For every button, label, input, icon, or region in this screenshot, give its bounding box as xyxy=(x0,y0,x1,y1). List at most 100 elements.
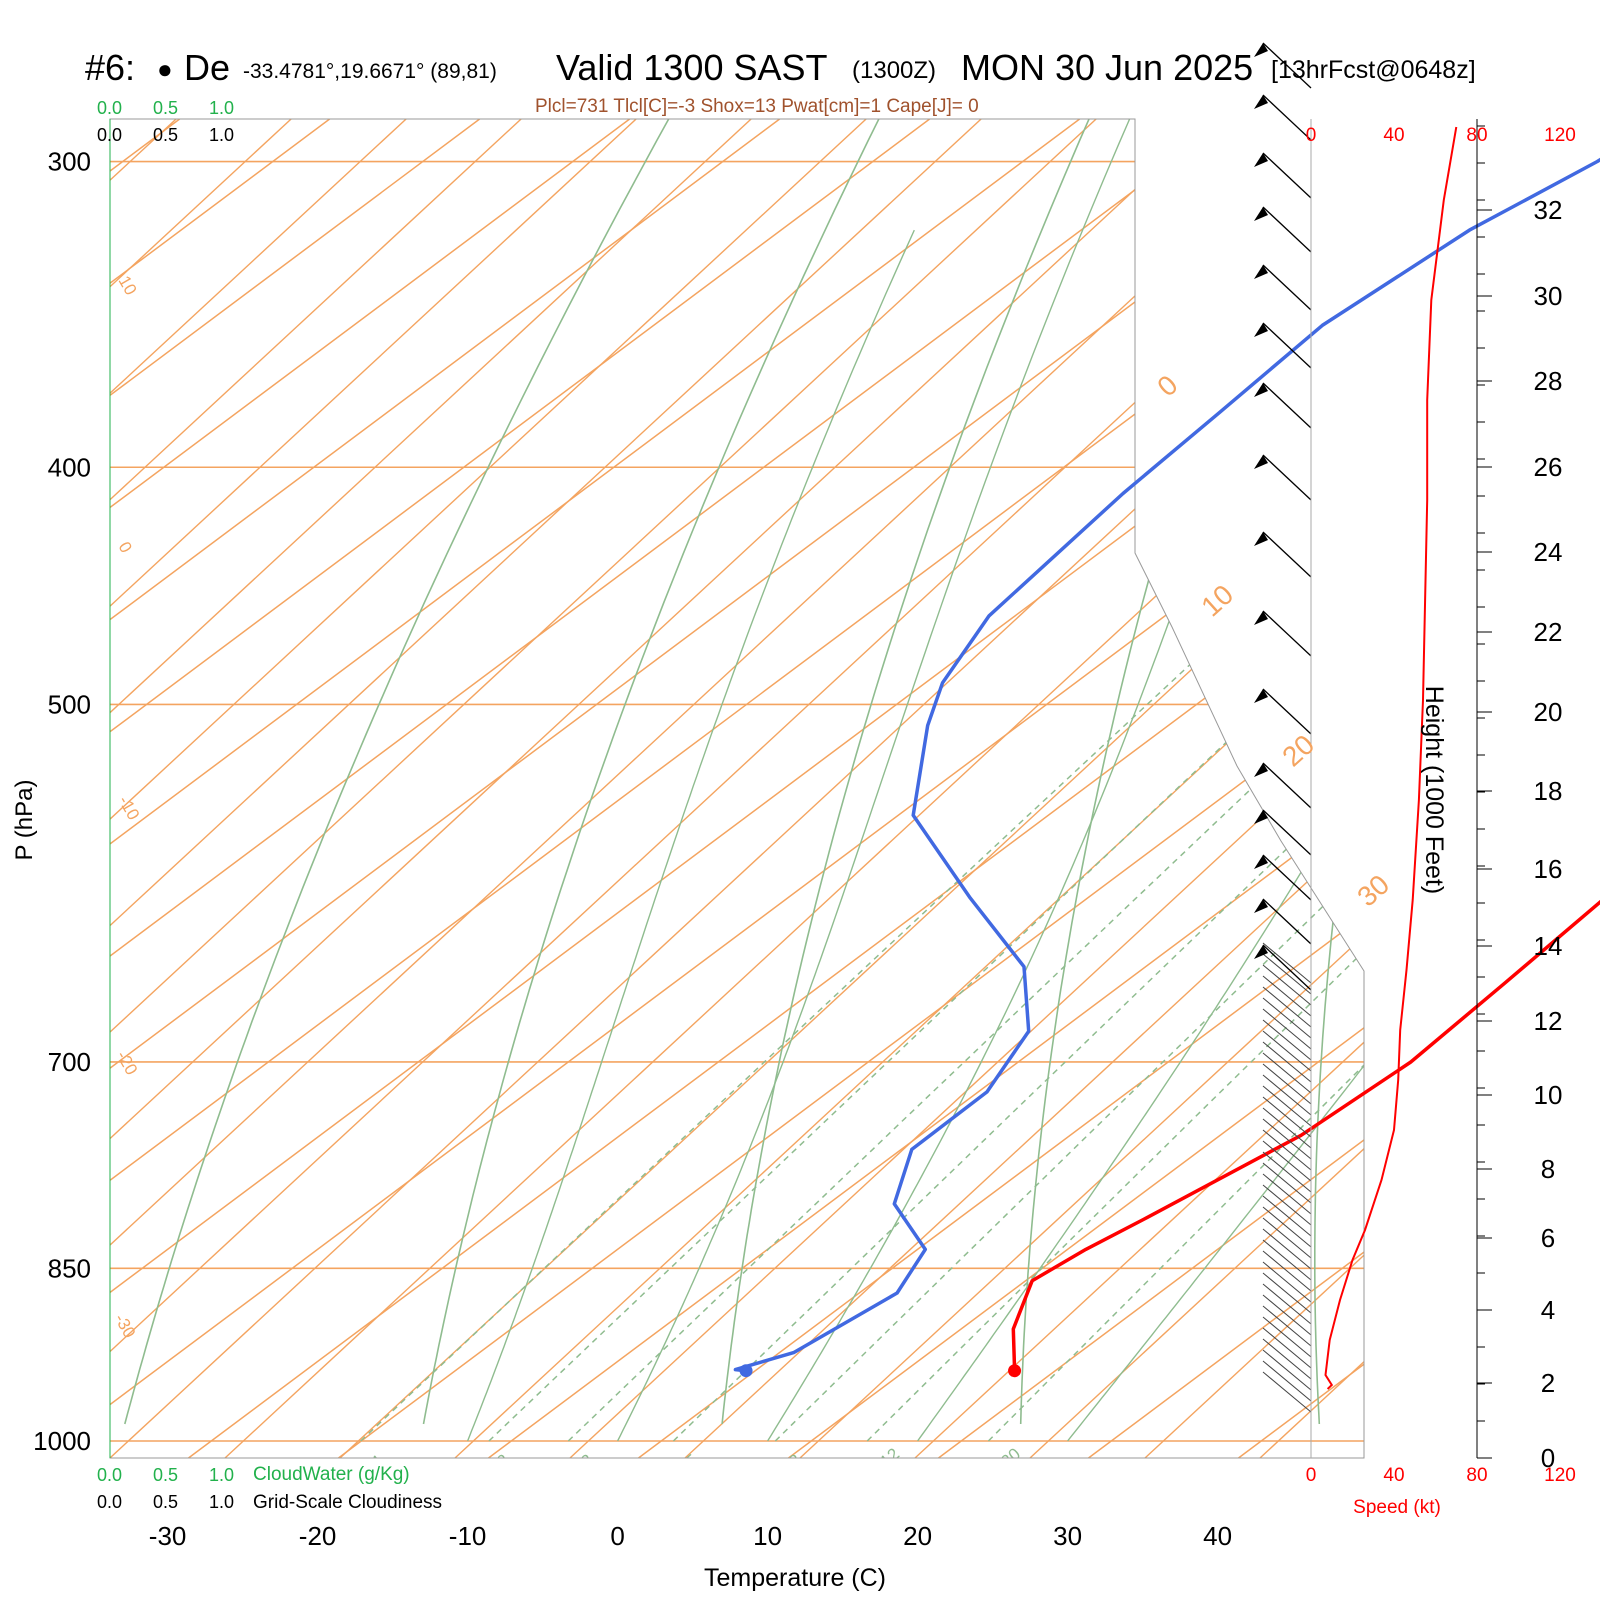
moist-adiabat-line xyxy=(466,229,915,1442)
skew-isotherm-label: -20 xyxy=(113,1048,142,1079)
station-name: De xyxy=(184,47,230,88)
mixing-ratio-line xyxy=(360,466,1364,1442)
wind-barb xyxy=(1262,1349,1312,1391)
wind-barb-flag xyxy=(1254,95,1268,109)
surface-temperature-marker xyxy=(1008,1364,1022,1378)
height-tick-label: 18 xyxy=(1534,776,1563,806)
moist-adiabat-line xyxy=(616,119,1180,1442)
reverse-isotherm-line xyxy=(110,119,1364,1458)
wind-barb xyxy=(1262,610,1312,657)
wind-barb xyxy=(1262,1272,1312,1314)
mixing-ratio-line xyxy=(987,466,1364,1442)
wind-barb xyxy=(1262,997,1312,1039)
wind-barb xyxy=(1262,454,1312,501)
skew-isotherm-label: 0 xyxy=(1151,369,1183,402)
dry-adiabat-line xyxy=(1314,119,1364,1425)
height-tick-label: 4 xyxy=(1541,1295,1555,1325)
wind-barb xyxy=(1262,1261,1312,1303)
wind-barb-flag xyxy=(1254,763,1268,777)
wind-barb-flag xyxy=(1254,43,1268,57)
wind-barb xyxy=(1262,1008,1312,1050)
speed-tick-label-bottom: 120 xyxy=(1544,1465,1576,1486)
isotherm-line xyxy=(110,119,481,1458)
wind-barb xyxy=(1262,975,1312,1017)
wind-barb xyxy=(1262,264,1312,311)
height-tick-label: 14 xyxy=(1534,931,1563,961)
wind-barb xyxy=(1262,1118,1312,1160)
wind-barb xyxy=(1262,1140,1312,1182)
wind-barb xyxy=(1262,1151,1312,1193)
reverse-isotherm-line xyxy=(110,119,982,1458)
cloudiness-label: Grid-Scale Cloudiness xyxy=(253,1492,442,1513)
height-tick-label: 30 xyxy=(1534,281,1563,311)
pressure-axis: 2503004005007008501000 xyxy=(33,147,91,1456)
isotherm-lines xyxy=(110,119,1364,1458)
reverse-isotherm-line xyxy=(110,119,752,1458)
mixing-ratio-label: 8 xyxy=(785,1450,804,1471)
mixing-ratio-line xyxy=(567,466,1364,1442)
isotherm-line xyxy=(110,119,931,1458)
temperature-tick-label: 10 xyxy=(753,1521,782,1551)
speed-tick-label-bottom: 40 xyxy=(1383,1465,1404,1486)
isotherm-line xyxy=(110,119,1081,1458)
svg-text:1.0: 1.0 xyxy=(209,1492,234,1512)
wind-barb xyxy=(1262,953,1312,995)
moist-adiabat-lines xyxy=(466,119,1364,1442)
wind-barb xyxy=(1262,322,1312,369)
wind-barb xyxy=(1262,898,1312,945)
height-tick-label: 6 xyxy=(1541,1223,1555,1253)
wind-barb-flag xyxy=(1254,207,1268,221)
cloudiness-scale-top: 0.0 0.5 1.0 xyxy=(97,125,234,145)
wind-barb xyxy=(1262,809,1312,856)
mixing-ratio-label: 5 xyxy=(682,1450,701,1471)
reverse-isotherm-line xyxy=(1029,119,1364,1458)
reverse-isotherm-line xyxy=(684,119,1364,1458)
plot-frame xyxy=(109,118,1365,1459)
wind-barb xyxy=(1262,1228,1312,1270)
pressure-tick-label: 700 xyxy=(48,1047,91,1077)
wind-barb xyxy=(1262,964,1312,1006)
height-tick-label: 22 xyxy=(1534,617,1563,647)
temperature-tick-label: -20 xyxy=(299,1521,337,1551)
svg-text:0.5: 0.5 xyxy=(153,98,178,118)
x-axis-title: Temperature (C) xyxy=(704,1564,886,1592)
height-tick-label: 10 xyxy=(1534,1080,1563,1110)
dewpoint-profile xyxy=(733,157,1600,1373)
pressure-tick-label: 300 xyxy=(48,147,91,177)
sounding-profiles xyxy=(733,157,1600,1378)
height-tick-label: 12 xyxy=(1534,1006,1563,1036)
dry-adiabat-line xyxy=(124,119,745,1425)
wind-barb-flag xyxy=(1254,532,1268,546)
skew-isotherm-label: 0 xyxy=(115,539,136,557)
isotherm-line xyxy=(110,119,631,1458)
wind-barb xyxy=(1262,1030,1312,1072)
isotherm-line xyxy=(938,119,1364,1458)
station-coords: -33.4781°,19.6671° (89,81) xyxy=(243,60,497,83)
svg-text:0.0: 0.0 xyxy=(97,125,122,145)
pressure-tick-label: 500 xyxy=(48,689,91,719)
height-tick-label: 32 xyxy=(1534,195,1563,225)
height-tick-label: 16 xyxy=(1534,854,1563,884)
wind-barb xyxy=(1262,206,1312,253)
speed-tick-label-bottom: 0 xyxy=(1306,1465,1317,1486)
wind-barb xyxy=(1262,1305,1312,1347)
mixing-ratio-label: 1 xyxy=(368,1450,387,1471)
wind-barb xyxy=(1262,1371,1312,1413)
height-tick-label: 26 xyxy=(1534,452,1563,482)
wind-barb xyxy=(1262,1250,1312,1292)
station-marker: ● xyxy=(157,54,173,84)
wind-barb xyxy=(1262,1063,1312,1105)
reverse-isotherm-line xyxy=(110,119,637,1458)
isotherm-line xyxy=(110,119,1364,1458)
isotherm-line xyxy=(188,119,1364,1458)
isotherm-line xyxy=(110,119,1231,1458)
height-tick-label: 28 xyxy=(1534,366,1563,396)
speed-tick-label-top: 40 xyxy=(1383,125,1404,146)
wind-barb-flag xyxy=(1254,383,1268,397)
isotherm-line xyxy=(638,119,1364,1458)
reverse-isotherm-line xyxy=(110,119,522,1458)
wind-barb xyxy=(1262,1074,1312,1116)
wind-barb xyxy=(1262,42,1312,89)
